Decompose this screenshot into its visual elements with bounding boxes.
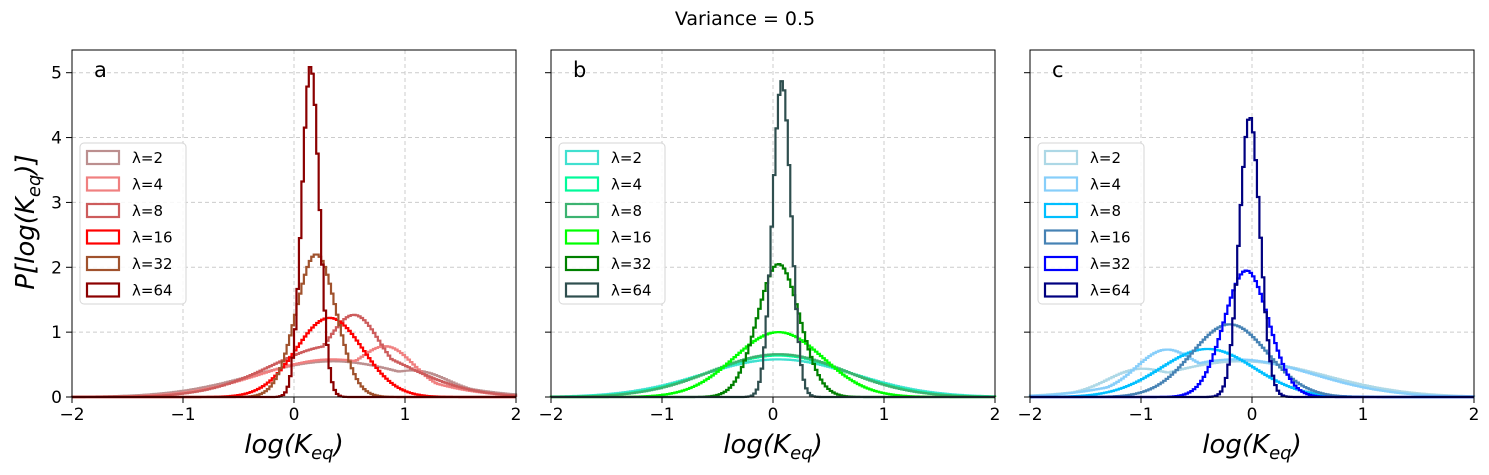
series-line-2: [549, 353, 997, 398]
legend-swatch: [85, 282, 121, 298]
legend-entry-label: λ=32: [611, 255, 652, 273]
panel-letter: c: [1052, 58, 1064, 82]
legend-swatch: [1043, 229, 1079, 245]
legend-entry-label: λ=16: [1090, 229, 1131, 247]
legend-entry-label: λ=4: [611, 176, 642, 194]
x-tick-label: 2: [511, 405, 522, 425]
x-tick-label: 0: [1247, 405, 1258, 425]
legend-swatch: [85, 149, 121, 166]
x-axis-label: log(Keq): [244, 430, 343, 464]
y-tick-label: 1: [51, 323, 62, 343]
x-tick-label: 0: [768, 405, 779, 425]
y-tick-label: 4: [51, 129, 62, 149]
legend-entry-label: λ=4: [132, 176, 163, 194]
y-tick-label: 0: [51, 388, 62, 408]
legend-entry-label: λ=2: [132, 149, 163, 167]
legend-swatch: [564, 202, 600, 219]
legend-entry-label: λ=4: [1090, 176, 1121, 194]
legend-entry-label: λ=16: [132, 229, 173, 247]
panel-c: −2 −1 0 1 2 log(Keq) c λ=2 λ=4 λ=8 λ=16 λ=32 λ=64: [1017, 49, 1480, 464]
legend-swatch: [85, 255, 121, 272]
legend-entry-label: λ=8: [611, 202, 642, 220]
x-tick-label: 1: [400, 405, 411, 425]
legend-swatch: [1043, 149, 1079, 166]
legend-swatch: [1043, 176, 1079, 192]
series-line-1: [1028, 348, 1476, 398]
legend-entry-label: λ=32: [132, 255, 173, 273]
y-tick-label: 5: [51, 64, 62, 84]
x-tick-label: 2: [990, 405, 1001, 425]
legend-swatch: [564, 149, 600, 166]
x-tick-label: −2: [1017, 405, 1042, 425]
legend-entry-label: λ=32: [1090, 255, 1131, 273]
legend-swatch: [85, 202, 121, 219]
legend-entry-label: λ=64: [1090, 282, 1131, 300]
legend-swatch: [85, 176, 121, 192]
x-tick-label: −1: [170, 405, 195, 425]
x-axis-label: log(Keq): [1202, 430, 1301, 464]
legend-entry-label: λ=8: [1090, 202, 1121, 220]
legend-swatch: [564, 229, 600, 245]
legend: λ=2 λ=4 λ=8 λ=16 λ=32 λ=64: [558, 142, 666, 305]
legend-swatch: [1043, 202, 1079, 219]
legend-swatch: [564, 282, 600, 298]
legend-swatch: [85, 229, 121, 245]
legend-swatch: [1043, 282, 1079, 298]
panel-a: −2 −1 0 1 2012345log(Keq)aλ=2λ=4λ=8λ=16λ=32λ…: [51, 49, 522, 464]
panel-letter: a: [94, 58, 107, 82]
x-tick-label: −1: [649, 405, 674, 425]
panel-letter: b: [573, 58, 586, 82]
series-line-0: [1028, 360, 1476, 398]
legend-entry-label: λ=64: [611, 282, 652, 300]
legend-entry-label: λ=2: [611, 149, 642, 167]
x-tick-label: 0: [289, 405, 300, 425]
figure-suptitle: Variance = 0.5: [675, 8, 815, 30]
x-tick-label: 1: [879, 405, 890, 425]
x-tick-label: −2: [538, 405, 563, 425]
legend-swatch: [1043, 255, 1079, 272]
legend-swatch: [564, 176, 600, 192]
legend-box: [1037, 142, 1145, 305]
legend: λ=2 λ=4 λ=8 λ=16 λ=32 λ=64: [79, 142, 187, 305]
y-axis-label: P[log(Keq)]: [11, 154, 45, 289]
panel-b: −2 −1 0 1 2 log(Keq) b λ=2 λ=4 λ=8 λ=16 λ=32 λ=64: [538, 49, 1001, 464]
legend-entry-label: λ=2: [1090, 149, 1121, 167]
legend-entry-label: λ=8: [132, 202, 163, 220]
x-tick-label: 2: [1469, 405, 1480, 425]
legend: λ=2 λ=4 λ=8 λ=16 λ=32 λ=64: [1037, 142, 1145, 305]
x-tick-label: −2: [59, 405, 84, 425]
x-tick-label: 1: [1358, 405, 1369, 425]
legend-box: [79, 142, 187, 305]
legend-box: [558, 142, 666, 305]
x-axis-label: log(Keq): [723, 430, 822, 464]
y-tick-label: 3: [51, 193, 62, 213]
legend-entry-label: λ=64: [132, 282, 173, 300]
y-tick-label: 2: [51, 258, 62, 278]
legend-entry-label: λ=16: [611, 229, 652, 247]
x-tick-label: −1: [1128, 405, 1153, 425]
legend-swatch: [564, 255, 600, 272]
